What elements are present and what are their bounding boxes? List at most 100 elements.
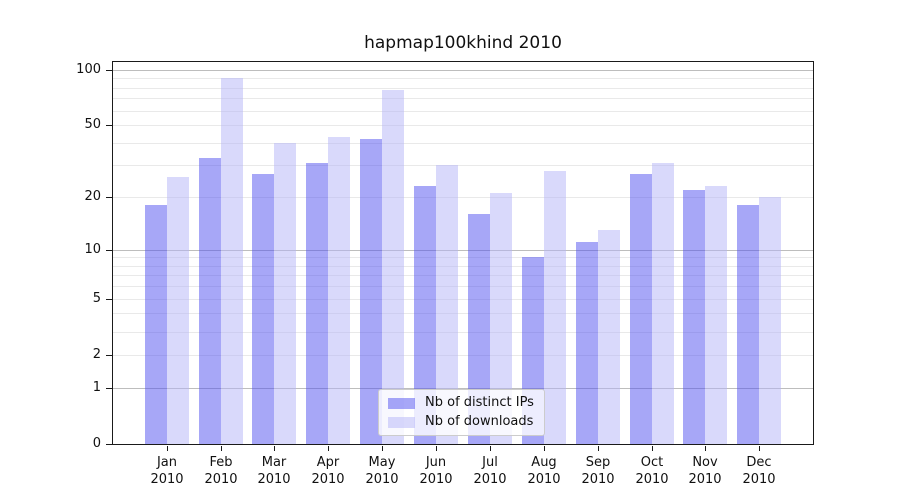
y-tick-label: 2 [92, 347, 101, 362]
bar-oct-distinct-ips [630, 174, 652, 444]
gridline-minor [113, 125, 813, 126]
bar-nov-distinct-ips [683, 190, 705, 444]
x-tick-year: 2010 [581, 472, 615, 487]
x-tick [167, 446, 168, 451]
bar-jan-downloads [167, 177, 189, 444]
gridline-major [113, 388, 813, 389]
bar-mar-downloads [274, 143, 296, 444]
x-tick-label: May 2010 [350, 454, 414, 488]
y-tick-label: 20 [84, 189, 101, 204]
gridline-minor [113, 332, 813, 333]
bar-jan-distinct-ips [145, 205, 167, 444]
x-tick-label: Jun 2010 [404, 454, 468, 488]
x-tick [490, 446, 491, 451]
gridline-minor [113, 257, 813, 258]
x-tick-month: Jul [482, 455, 498, 470]
x-tick-month: Jan [156, 455, 178, 470]
gridline-minor [113, 88, 813, 89]
x-tick-year: 2010 [204, 472, 238, 487]
x-tick-label: Aug 2010 [512, 454, 576, 488]
gridline-major [113, 250, 813, 251]
x-tick [544, 446, 545, 451]
bar-dec-distinct-ips [737, 205, 759, 444]
y-tick-label: 0 [92, 436, 101, 451]
x-tick [328, 446, 329, 451]
y-tick-label: 100 [76, 62, 101, 77]
x-tick-label: Dec 2010 [727, 454, 791, 488]
x-tick-label: Oct 2010 [620, 454, 684, 488]
gridline-minor [113, 98, 813, 99]
gridline-minor [113, 143, 813, 144]
gridline-minor [113, 165, 813, 166]
x-tick [274, 446, 275, 451]
x-tick-label: Apr 2010 [296, 454, 360, 488]
x-tick-label: Sep 2010 [566, 454, 630, 488]
legend-swatch-downloads [388, 416, 415, 428]
x-tick [221, 446, 222, 451]
x-tick-month: Dec [746, 455, 772, 470]
x-tick-label: Jan 2010 [135, 454, 199, 488]
bar-may-downloads [382, 90, 404, 444]
bar-jul-distinct-ips [468, 214, 490, 444]
x-tick-year: 2010 [311, 472, 345, 487]
x-tick-year: 2010 [742, 472, 776, 487]
legend-label-distinct-ips: Nb of distinct IPs [425, 395, 534, 410]
bar-feb-distinct-ips [199, 158, 221, 444]
x-tick-month: Nov [692, 455, 718, 470]
gridline-minor [113, 355, 813, 356]
bar-oct-downloads [652, 163, 674, 444]
x-tick-month: Apr [316, 455, 340, 470]
x-tick-year: 2010 [257, 472, 291, 487]
bar-apr-downloads [328, 137, 350, 444]
x-tick-year: 2010 [365, 472, 399, 487]
bar-jun-distinct-ips [414, 186, 436, 444]
bar-mar-distinct-ips [252, 174, 274, 444]
y-tick-label: 5 [92, 291, 101, 306]
x-tick-month: Oct [640, 455, 664, 470]
x-tick-year: 2010 [150, 472, 184, 487]
x-tick-year: 2010 [419, 472, 453, 487]
x-tick [705, 446, 706, 451]
bar-jun-downloads [436, 165, 458, 444]
y-tick-label: 10 [84, 242, 101, 257]
gridline-major [113, 70, 813, 71]
x-tick-label: Mar 2010 [242, 454, 306, 488]
x-tick-month: Jun [425, 455, 447, 470]
x-tick-year: 2010 [688, 472, 722, 487]
bar-sep-distinct-ips [576, 242, 598, 444]
x-tick-label: Feb 2010 [189, 454, 253, 488]
gridline-minor [113, 313, 813, 314]
gridline-minor [113, 78, 813, 79]
x-tick-label: Nov 2010 [673, 454, 737, 488]
x-tick-month: Aug [531, 455, 557, 470]
bar-jul-downloads [490, 193, 512, 444]
legend: Nb of distinct IPs Nb of downloads [378, 389, 545, 436]
x-tick-year: 2010 [635, 472, 669, 487]
chart-title: hapmap100khind 2010 [364, 33, 562, 53]
gridline-minor [113, 275, 813, 276]
legend-label-downloads: Nb of downloads [425, 414, 534, 429]
bar-may-distinct-ips [360, 139, 382, 444]
gridline-minor [113, 197, 813, 198]
x-tick-label: Jul 2010 [458, 454, 522, 488]
legend-swatch-distinct-ips [388, 397, 415, 409]
x-tick-year: 2010 [473, 472, 507, 487]
bar-feb-downloads [221, 78, 243, 444]
x-tick-month: Mar [261, 455, 287, 470]
legend-item: Nb of downloads [388, 414, 534, 430]
x-tick [759, 446, 760, 451]
legend-item: Nb of distinct IPs [388, 395, 534, 411]
gridline-minor [113, 111, 813, 112]
x-tick [598, 446, 599, 451]
x-tick-year: 2010 [527, 472, 561, 487]
gridline-minor [113, 299, 813, 300]
x-tick-month: Sep [585, 455, 611, 470]
x-tick [436, 446, 437, 451]
y-tick-label: 50 [84, 117, 101, 132]
gridline-minor [113, 286, 813, 287]
y-tick-label: 1 [92, 380, 101, 395]
x-tick-month: May [368, 455, 396, 470]
x-tick [382, 446, 383, 451]
x-tick [652, 446, 653, 451]
